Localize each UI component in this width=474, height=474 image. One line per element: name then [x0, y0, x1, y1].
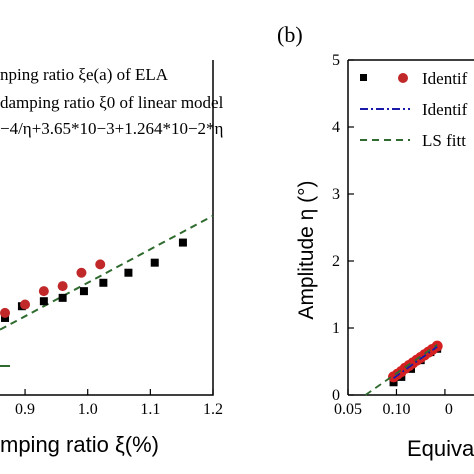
left-red-circle-point [38, 286, 49, 297]
right-y-tick-marks [348, 59, 354, 396]
left-black-square-point [58, 293, 67, 302]
right-y-tick-label: 4 [332, 119, 340, 136]
right-x-tick-marks [347, 389, 446, 395]
left-black-square-point [39, 297, 48, 306]
left-black-square-point [79, 287, 88, 296]
legend-marker-red-circle [398, 73, 408, 83]
left-red-circle-point [20, 299, 31, 310]
left-black-square-point [150, 258, 159, 267]
right-y-tick-labels: 0 1 2 3 4 5 [332, 52, 340, 404]
panel-label-b: (b) [277, 22, 303, 47]
right-y-axis-title: Amplitude η (°) [295, 180, 318, 319]
right-y-tick-label: 2 [332, 253, 340, 270]
left-x-tick-label: 0.9 [15, 401, 35, 418]
left-x-axis-title: mping ratio ξ(%) [0, 432, 159, 457]
left-red-circle-point [76, 267, 87, 278]
left-plot-marks [0, 214, 214, 367]
right-plot-marks [364, 340, 443, 396]
right-y-tick-label: 3 [332, 186, 340, 203]
left-black-square-point [1, 313, 10, 322]
left-red-circle-point [0, 307, 11, 318]
left-legend-line-3: −4/η+3.65*10−3+1.264*10−2*η [0, 119, 223, 138]
right-identified-line [393, 346, 438, 379]
right-legend-entry-3: LS fitt [422, 131, 466, 150]
right-y-tick-label: 5 [332, 52, 340, 69]
left-red-circle-point [57, 281, 68, 292]
left-black-square-point [99, 278, 108, 287]
left-legend-line-1: nping ratio ξe(a) of ELA [0, 65, 169, 84]
right-x-tick-labels: 0.05 0.10 0 [334, 401, 453, 418]
right-legend: Identif Identif LS fitt [360, 69, 468, 150]
right-legend-entry-2: Identif [422, 100, 468, 119]
left-x-tick-label: 1.1 [140, 401, 160, 418]
left-x-tick-label: 1.2 [203, 401, 223, 418]
right-x-axis-title: Equiva [407, 436, 474, 461]
right-legend-entry-1: Identif [422, 69, 468, 88]
right-ls-fit-line [364, 344, 438, 396]
right-y-tick-label: 0 [332, 387, 340, 404]
left-legend-line-2: damping ratio ξ0 of linear model [0, 93, 224, 112]
left-panel: 0.9 1.0 1.1 1.2 nping ratio ξe(a) of ELA da… [0, 60, 224, 457]
left-x-tick-labels: 0.9 1.0 1.1 1.2 [15, 401, 223, 418]
left-black-square-point [178, 238, 187, 247]
right-x-tick-label: 0.10 [382, 401, 410, 418]
legend-marker-black-square [360, 74, 367, 81]
right-y-tick-label: 1 [332, 320, 340, 337]
left-fit-line [0, 214, 214, 331]
left-x-tick-marks [24, 389, 214, 395]
left-x-tick-label: 1.0 [78, 401, 98, 418]
right-x-tick-label: 0 [445, 401, 453, 418]
right-panel: (b) 0 1 2 3 4 5 0.05 0.10 0 Identif Identif LS … [277, 22, 474, 461]
left-red-circle-point [95, 259, 106, 270]
right-x-tick-label: 0.05 [334, 401, 362, 418]
left-black-square-point [124, 268, 133, 277]
